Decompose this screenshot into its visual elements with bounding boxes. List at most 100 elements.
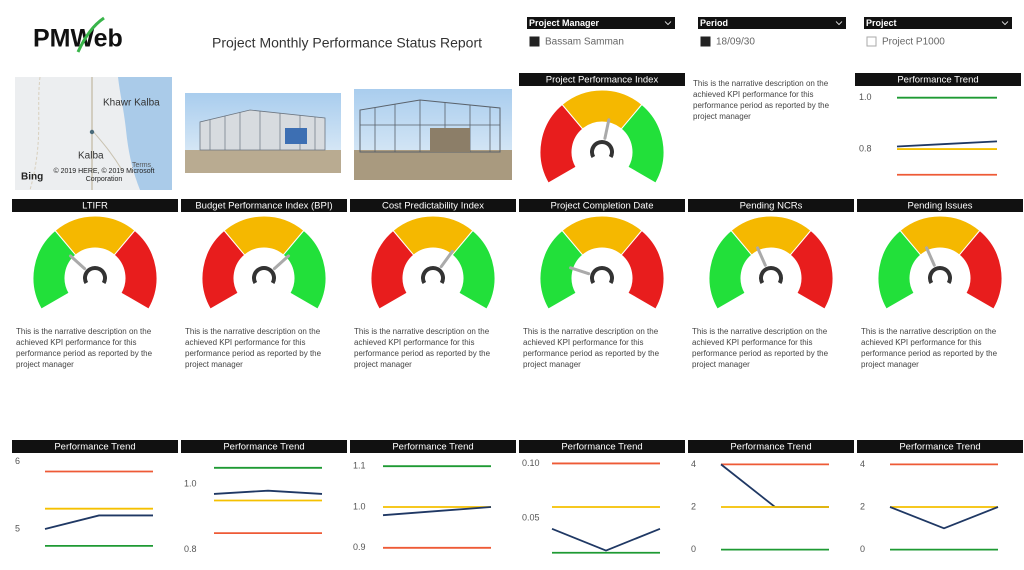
logo-swoosh <box>76 16 105 53</box>
gauge-band <box>789 229 834 310</box>
panel-header <box>857 440 1023 453</box>
kpi-narrative: This is the narrative description on the… <box>523 327 660 369</box>
filter-chevron <box>1001 21 1009 26</box>
photo <box>354 89 512 180</box>
photo-frame <box>359 99 501 153</box>
map-copyright: © 2019 HERE, © 2019 Microsoft Corporatio… <box>53 168 155 183</box>
panel-title: Performance Trend <box>54 442 135 453</box>
y-tick-label: 0 <box>691 544 696 554</box>
map-sea <box>118 77 172 190</box>
gauge-band <box>620 103 665 184</box>
gauge-needle <box>603 118 611 140</box>
trend-line <box>720 463 829 508</box>
panel-title: Pending NCRs <box>740 201 803 212</box>
gauge-hub <box>590 266 614 284</box>
trend-line <box>213 489 323 495</box>
filter-value: Bassam Samman <box>545 37 624 48</box>
panel-title: Budget Performance Index (BPI) <box>195 201 332 212</box>
panel-header <box>12 440 178 453</box>
gauge-hub <box>759 266 783 284</box>
filter-checkbox[interactable] <box>529 36 540 47</box>
filter-label: Project <box>866 18 897 28</box>
panel-title: Performance Trend <box>730 442 811 453</box>
y-tick-label: 0.05 <box>522 512 540 522</box>
kpi-narrative: This is the narrative description on the… <box>692 327 829 369</box>
panel-title: Pending Issues <box>908 201 973 212</box>
gauge-band <box>113 229 158 310</box>
panel-header <box>688 440 854 453</box>
gauge-needle <box>925 246 936 267</box>
panel-header <box>855 73 1021 86</box>
filter-header <box>698 17 846 29</box>
filter-chevron <box>664 21 672 26</box>
filter-label: Period <box>700 18 728 28</box>
photo-frame <box>209 111 316 150</box>
gauge-needle <box>439 249 454 269</box>
photo-ground <box>185 150 341 173</box>
panel-title: Performance Trend <box>223 442 304 453</box>
panel-header <box>857 199 1023 212</box>
gauge-hub <box>421 266 445 284</box>
filter-value: Project P1000 <box>882 37 945 48</box>
panel-header <box>519 199 685 212</box>
kpi-narrative: This is the narrative description on the… <box>693 79 830 121</box>
panel-title: Project Completion Date <box>551 201 654 212</box>
filter-label: Project Manager <box>529 18 600 28</box>
y-tick-label: 6 <box>15 456 20 466</box>
y-tick-label: 0.8 <box>859 143 872 153</box>
panel-header <box>12 199 178 212</box>
kpi-narrative: This is the narrative description on the… <box>185 327 322 369</box>
panel-title: Project Performance Index <box>546 75 659 86</box>
gauge-needle <box>756 246 767 267</box>
gauge-hub <box>252 266 276 284</box>
logo: PMWeb <box>33 25 123 53</box>
gauge-band <box>451 229 496 310</box>
trend-line <box>896 140 998 148</box>
gauge-hub <box>928 266 952 284</box>
kpi-narrative: This is the narrative description on the… <box>16 327 153 369</box>
filter-checkbox[interactable] <box>700 36 711 47</box>
map-label: Khawr Kalba <box>103 98 160 109</box>
gauge-needle <box>68 254 87 271</box>
map-border <box>29 76 41 191</box>
gauge-band <box>282 229 327 310</box>
filter-checkbox[interactable] <box>866 36 877 47</box>
panel-title: Performance Trend <box>897 75 978 86</box>
trend-line <box>889 506 999 530</box>
y-tick-label: 1.0 <box>859 92 872 102</box>
panel-header <box>181 440 347 453</box>
y-tick-label: 0.8 <box>184 544 197 554</box>
y-tick-label: 0.9 <box>353 542 366 552</box>
y-tick-label: 1.1 <box>353 461 366 471</box>
y-tick-label: 0.10 <box>522 458 540 468</box>
y-tick-label: 2 <box>860 501 865 511</box>
y-tick-label: 5 <box>15 523 20 533</box>
y-tick-label: 0 <box>860 544 865 554</box>
filter-value: 18/09/30 <box>716 37 755 48</box>
gauge-hub <box>83 266 107 284</box>
trend-line <box>44 514 153 530</box>
y-tick-label: 2 <box>691 501 696 511</box>
map-brand: Bing <box>21 172 43 183</box>
filter-header <box>864 17 1012 29</box>
map[interactable] <box>15 76 172 191</box>
filter-slicer[interactable]: Project Project P1000 <box>864 17 1012 48</box>
report-title: Project Monthly Performance Status Repor… <box>212 35 482 51</box>
map-pin <box>89 129 95 135</box>
filter-slicer[interactable]: Period 18/09/30 <box>698 17 846 48</box>
trend-line <box>382 506 492 517</box>
filter-header <box>527 17 675 29</box>
panel-title: Performance Trend <box>392 442 473 453</box>
photo-detail <box>285 128 307 144</box>
photo-wall <box>430 128 470 152</box>
panel-title: Cost Predictability Index <box>382 201 484 212</box>
filter-slicer[interactable]: Project Manager Bassam Samman <box>527 17 675 48</box>
gauge-band <box>958 229 1003 310</box>
gauge-band <box>620 229 665 310</box>
panel-header <box>688 199 854 212</box>
panel-header <box>181 199 347 212</box>
y-tick-label: 4 <box>860 459 865 469</box>
panel-header <box>350 440 516 453</box>
y-tick-label: 4 <box>691 459 696 469</box>
